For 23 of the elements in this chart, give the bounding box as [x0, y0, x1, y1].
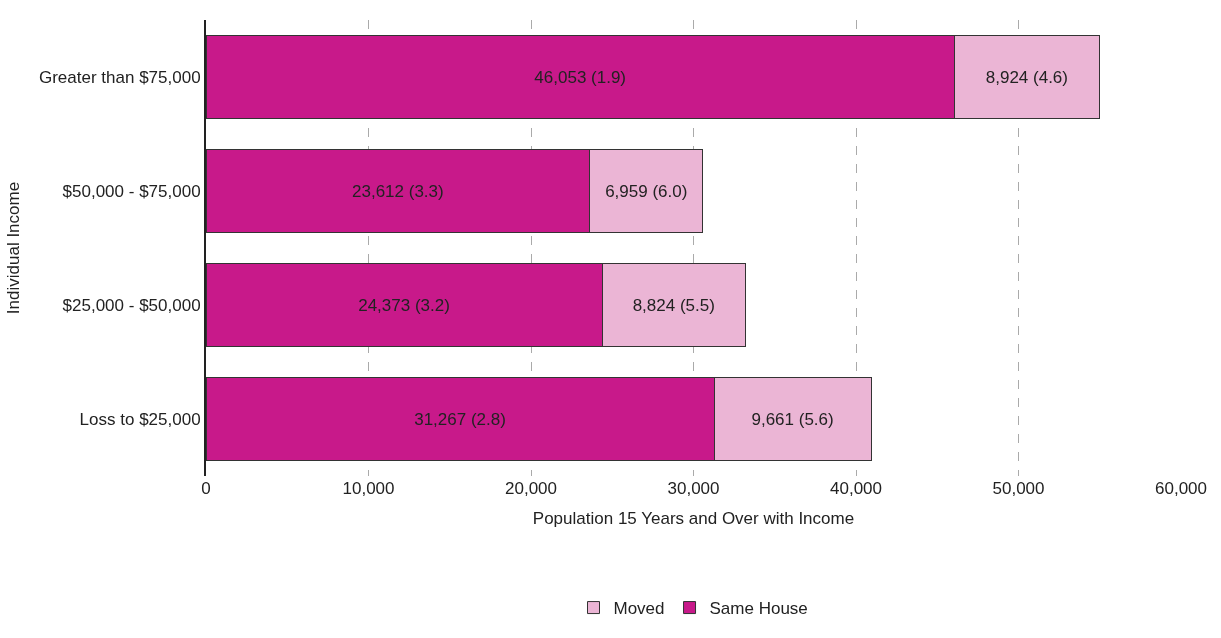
y-tick-label: Greater than $75,000 — [38, 67, 201, 87]
data-label: 8,924 (4.6) — [985, 67, 1068, 87]
x-tick-label: 10,000 — [342, 479, 395, 498]
data-label: 8,824 (5.5) — [632, 295, 715, 315]
data-label: 31,267 (2.8) — [414, 409, 506, 429]
legend-label: Same House — [709, 599, 808, 619]
x-tick-label: 30,000 — [667, 479, 720, 498]
data-label: 46,053 (1.9) — [534, 67, 627, 87]
y-tick-label: $50,000 - $75,000 — [62, 181, 201, 201]
y-axis-title: Individual Income — [4, 181, 24, 315]
data-label: 9,661 (5.6) — [751, 409, 834, 429]
legend-label: Moved — [613, 599, 665, 619]
y-tick-label: $25,000 - $50,000 — [62, 295, 201, 315]
data-label: 6,959 (6.0) — [605, 181, 688, 201]
x-tick-label: 50,000 — [992, 479, 1045, 498]
data-label: 23,612 (3.3) — [352, 181, 444, 201]
x-tick-label: 20,000 — [505, 479, 557, 498]
y-tick-label: Loss to $25,000 — [79, 409, 201, 429]
x-tick-label: 40,000 — [830, 479, 882, 498]
x-tick-label: 0 — [201, 479, 211, 498]
x-tick-label: 60,000 — [1155, 479, 1207, 498]
data-label: 24,373 (3.2) — [358, 295, 450, 315]
x-axis-title: Population 15 Years and Over with Income — [532, 509, 855, 529]
